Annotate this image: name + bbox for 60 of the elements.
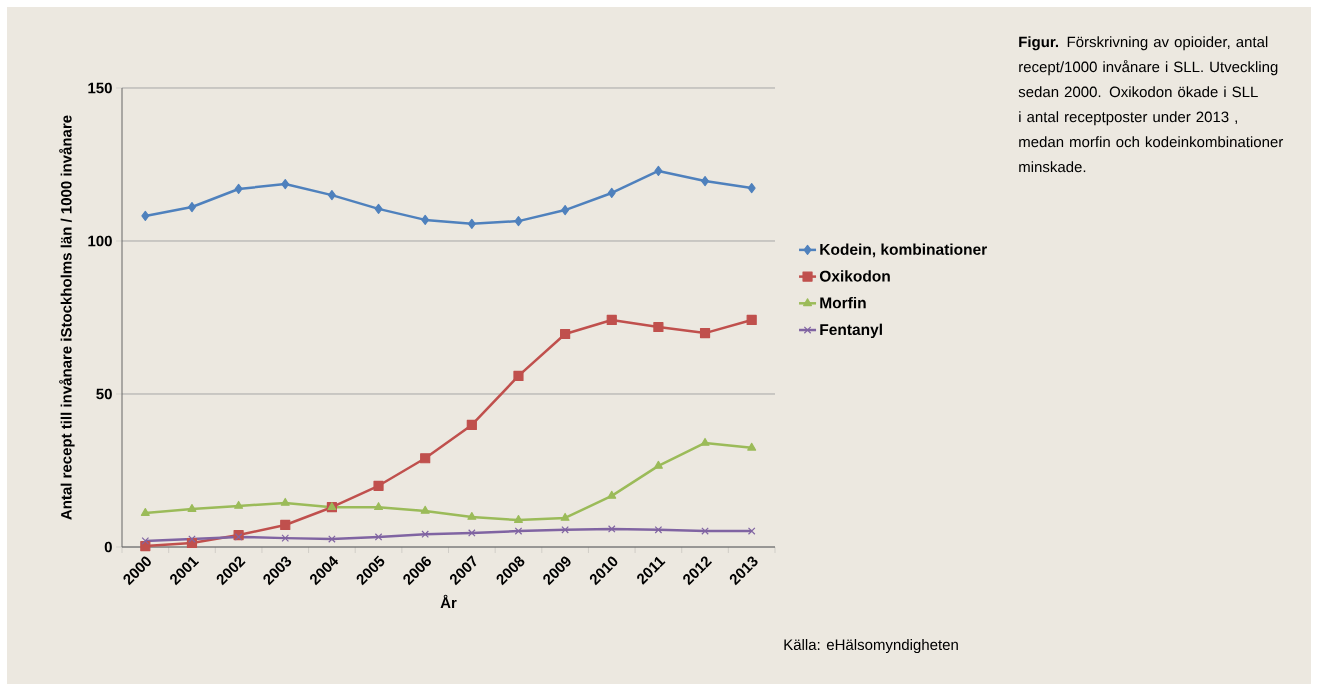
legend-label: Oxikodon [819,270,890,282]
point [654,526,663,534]
legend-label: Fentanyl [820,323,882,339]
point [187,201,196,213]
point [374,533,383,541]
point [699,328,711,339]
point [513,514,523,523]
point [746,314,757,326]
x-axis-title: År [440,594,457,608]
point [140,507,150,516]
point [234,500,244,509]
point [234,533,243,541]
point [280,519,291,531]
point [607,187,616,199]
point [514,216,523,227]
point [327,189,336,201]
point [421,214,430,225]
text: Källa: eHälsomyndigheten [784,639,958,653]
point [514,527,523,535]
point [607,525,616,533]
point [281,534,290,542]
point [607,490,617,499]
point [373,480,384,491]
point [560,328,571,340]
point [420,453,431,464]
point [420,505,430,514]
point [141,210,150,221]
point [374,203,383,214]
y-tick-label: 0 [104,541,112,553]
point [467,218,476,229]
point [328,535,336,543]
point [747,182,756,194]
point [141,537,150,545]
point [653,460,663,469]
point [281,178,290,190]
point [700,437,710,446]
y-tick-label: 100 [88,235,112,247]
point [187,503,197,512]
point [654,165,663,177]
y-tick-label: 150 [88,82,112,94]
legend-label: Kodein, kombinationer [820,243,987,258]
point [234,183,243,195]
point [606,314,617,326]
point [560,512,570,521]
text: Figur. Förskrivning av opioider, antal recept/1000 invånare i SLL. Utveckling sedan 2000. Oxikodon ökade i SLL i antal receptposter under 2013 , medan morfin och kodeinkombinationer minskade. [1018,36,1284,173]
point [468,529,476,537]
point [653,321,664,333]
point [188,535,196,543]
point [467,511,477,520]
y-tick-label: 50 [96,388,112,400]
point [747,442,757,451]
point [747,527,756,535]
point [561,204,570,216]
point [513,370,524,382]
y-axis-title: Antal recept till invånare iStockholms län / 1000 invånare [59,115,75,520]
point [280,497,290,506]
legend-label: Morfin [820,296,866,309]
point [466,419,477,430]
point [374,502,384,511]
point [701,175,710,187]
